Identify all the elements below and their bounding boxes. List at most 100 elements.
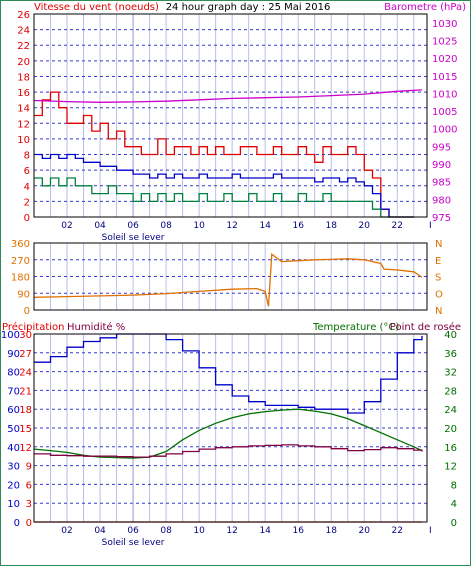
compass-y-tick: N bbox=[435, 239, 442, 250]
wind-x-tick: 10 bbox=[193, 221, 205, 231]
temperature-y-tick: 40 bbox=[444, 330, 457, 341]
compass-y-tick: S bbox=[435, 273, 441, 284]
sunrise-label: Soleil se lever bbox=[102, 538, 165, 548]
temperature-line bbox=[33, 408, 423, 459]
wind-y-tick: 2 bbox=[24, 197, 30, 208]
humidity-panel bbox=[33, 333, 428, 523]
precip-y-tick: 9 bbox=[26, 462, 32, 473]
wind-x-tick: 08 bbox=[160, 221, 172, 231]
wind-x-tick: 04 bbox=[94, 221, 106, 231]
humidity-x-tick: I bbox=[429, 526, 432, 536]
barometer-y-tick: 1005 bbox=[432, 107, 457, 118]
humidity-axis-label: Humidité % bbox=[67, 321, 125, 333]
humidity-line bbox=[34, 333, 423, 414]
humidity-x-tick: 20 bbox=[359, 526, 371, 536]
direction-y-tick: 180 bbox=[11, 273, 30, 284]
wind-average-line bbox=[34, 153, 414, 218]
temperature-y-tick: 28 bbox=[444, 386, 457, 397]
wind-y-tick: 24 bbox=[17, 26, 30, 37]
humidity-x-tick: 14 bbox=[259, 526, 271, 536]
wind-x-tick: 22 bbox=[392, 221, 403, 231]
wind-y-tick: 8 bbox=[24, 151, 30, 162]
wind-y-tick: 26 bbox=[17, 10, 30, 21]
wind-y-tick: 10 bbox=[17, 135, 30, 146]
precip-y-tick: 21 bbox=[19, 386, 32, 397]
wind-panel bbox=[33, 13, 428, 218]
humidity-y-tick: 80 bbox=[7, 368, 20, 379]
wind-x-tick: 02 bbox=[61, 221, 72, 231]
wind-y-tick: 22 bbox=[17, 41, 30, 52]
barometer-y-tick: 1030 bbox=[432, 19, 457, 30]
wind-y-tick: 6 bbox=[24, 166, 30, 177]
direction-y-tick: 360 bbox=[11, 239, 30, 250]
wind-y-tick: 20 bbox=[17, 57, 30, 68]
barometer-y-tick: 980 bbox=[432, 195, 451, 206]
humidity-y-tick: 90 bbox=[7, 349, 20, 360]
temperature-y-tick: 16 bbox=[444, 443, 457, 454]
wind-y-tick: 12 bbox=[17, 119, 30, 130]
humidity-x-tick: 16 bbox=[292, 526, 304, 536]
temperature-y-tick: 36 bbox=[444, 349, 457, 360]
barometer-y-tick: 1000 bbox=[432, 125, 457, 136]
humidity-x-tick: 10 bbox=[193, 526, 205, 536]
dewpoint-axis-label: Point de rosée bbox=[390, 321, 461, 333]
barometer-y-tick: 985 bbox=[432, 178, 451, 189]
direction-y-tick: 90 bbox=[17, 289, 30, 300]
humidity-x-tick: 22 bbox=[392, 526, 403, 536]
barometer-y-tick: 995 bbox=[432, 142, 451, 153]
barometer-y-tick: 1010 bbox=[432, 89, 457, 100]
temperature-axis-label: Temperature (°C) bbox=[312, 322, 399, 333]
temperature-y-tick: 32 bbox=[444, 368, 457, 379]
temperature-y-tick: 20 bbox=[444, 424, 457, 435]
barometer-y-tick: 1020 bbox=[432, 54, 457, 65]
temperature-y-tick: 12 bbox=[444, 462, 457, 473]
compass-y-tick: N bbox=[435, 306, 442, 317]
barometer-y-tick: 1015 bbox=[432, 72, 457, 83]
humidity-y-tick: 20 bbox=[7, 480, 20, 491]
temperature-y-tick: 24 bbox=[444, 405, 457, 416]
humidity-y-tick: 40 bbox=[7, 443, 20, 454]
wind-y-tick: 18 bbox=[17, 72, 30, 83]
humidity-y-tick: 70 bbox=[7, 386, 20, 397]
barometer-y-tick: 975 bbox=[432, 213, 451, 224]
wind-x-tick: I bbox=[429, 221, 432, 231]
compass-y-tick: O bbox=[435, 289, 443, 300]
direction-panel bbox=[33, 242, 428, 311]
barometer-y-tick: 1025 bbox=[432, 36, 457, 47]
humidity-y-tick: 30 bbox=[7, 462, 20, 473]
humidity-x-tick: 18 bbox=[326, 526, 338, 536]
precip-y-tick: 18 bbox=[19, 405, 32, 416]
precip-y-tick: 0 bbox=[26, 518, 32, 529]
compass-y-tick: E bbox=[435, 256, 441, 267]
precip-y-tick: 12 bbox=[19, 443, 32, 454]
precip-y-tick: 6 bbox=[26, 480, 32, 491]
precipitation-axis-label: Précipitation bbox=[2, 321, 65, 333]
wind-gust-line bbox=[34, 91, 414, 218]
wind-min-line bbox=[34, 177, 414, 218]
direction-y-tick: 0 bbox=[24, 306, 30, 317]
chart-title: 24 hour graph day : 25 Mai 2016 bbox=[166, 2, 331, 13]
humidity-y-tick: 50 bbox=[7, 424, 20, 435]
sunrise-label: Soleil se lever bbox=[102, 233, 165, 243]
wind-x-tick: 06 bbox=[127, 221, 139, 231]
precip-y-tick: 27 bbox=[19, 349, 32, 360]
wind-x-tick: 18 bbox=[326, 221, 338, 231]
humidity-y-tick: 0 bbox=[14, 518, 20, 529]
humidity-x-tick: 08 bbox=[160, 526, 172, 536]
wind-axis-label: Vitesse du vent (noeuds) bbox=[34, 2, 159, 13]
humidity-x-tick: 04 bbox=[94, 526, 106, 536]
precip-y-tick: 30 bbox=[19, 330, 32, 341]
wind-y-tick: 4 bbox=[24, 182, 30, 193]
barometer-axis-label: Barometre (hPa) bbox=[384, 2, 466, 13]
wind-x-tick: 12 bbox=[226, 221, 237, 231]
humidity-x-tick: 06 bbox=[127, 526, 139, 536]
humidity-y-tick: 60 bbox=[7, 405, 20, 416]
precip-y-tick: 24 bbox=[19, 368, 32, 379]
wind-x-tick: 20 bbox=[359, 221, 371, 231]
wind-direction-line bbox=[33, 252, 423, 307]
wind-x-tick: 16 bbox=[292, 221, 304, 231]
wind-y-tick: 16 bbox=[17, 88, 30, 99]
barometer-y-tick: 990 bbox=[432, 160, 451, 171]
